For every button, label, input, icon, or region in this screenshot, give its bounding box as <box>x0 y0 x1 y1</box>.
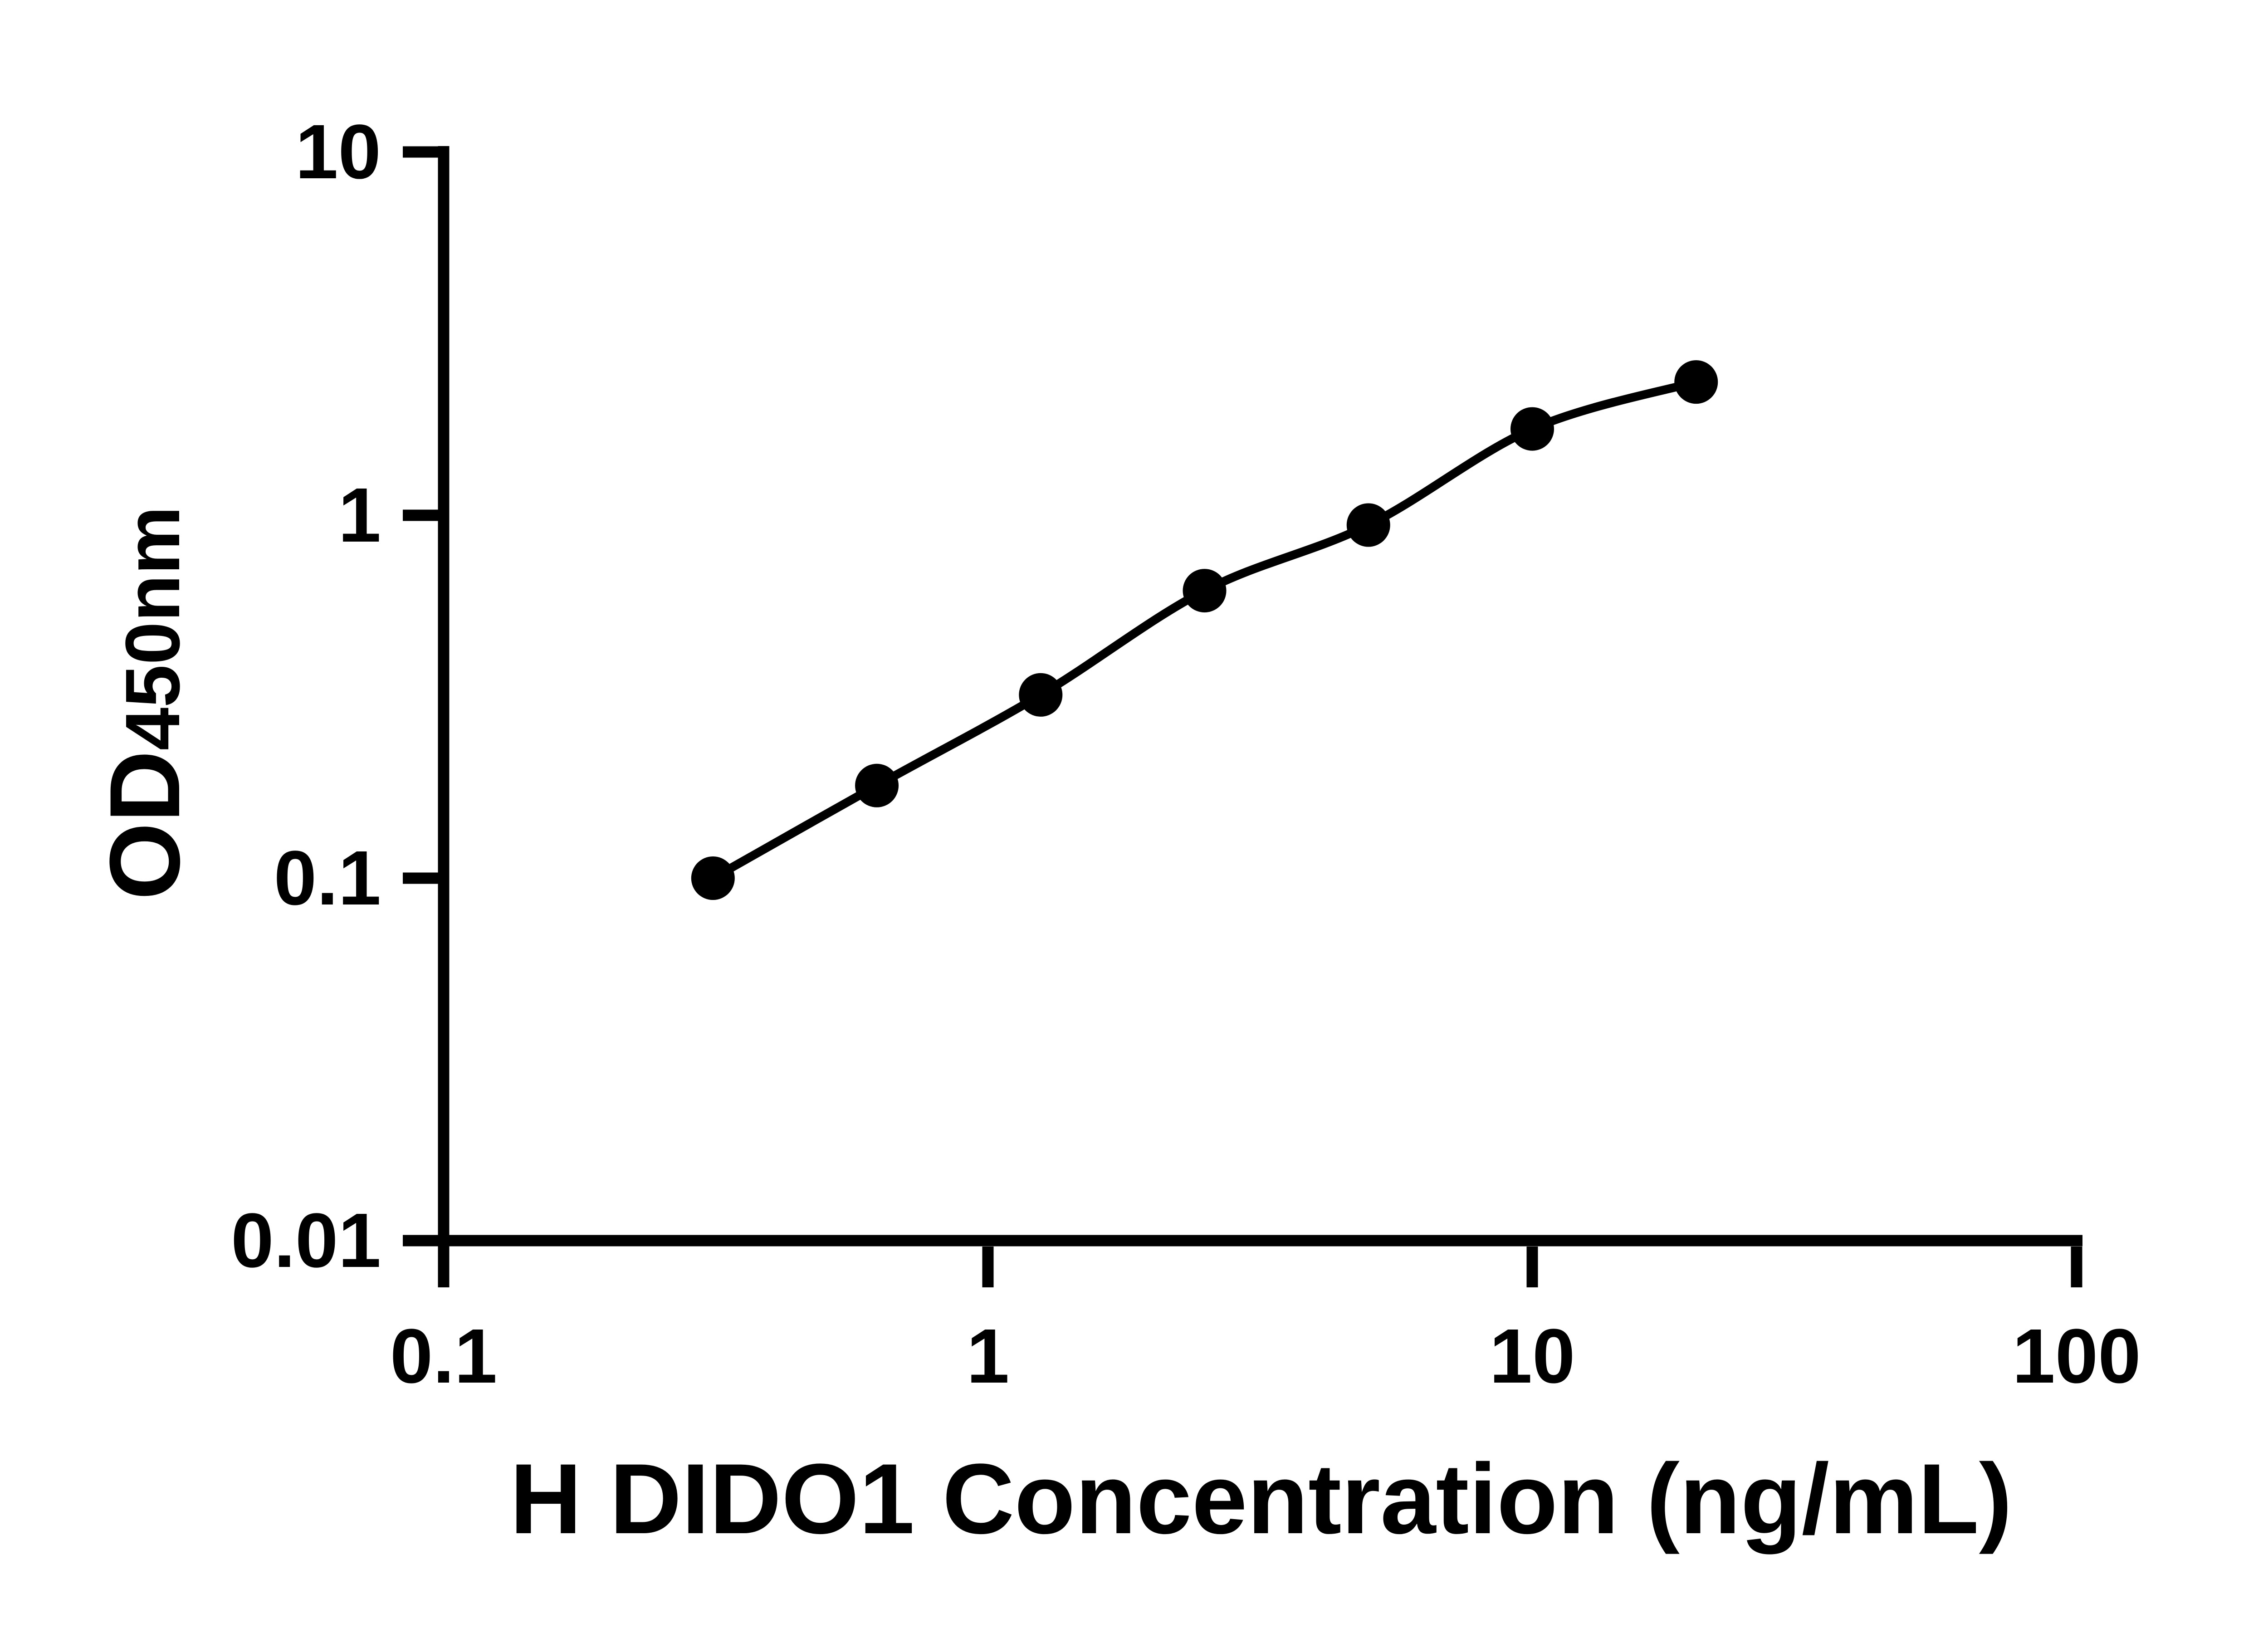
data-point <box>855 763 899 807</box>
data-point <box>691 856 735 900</box>
y-tick-label-0.1: 0.1 <box>274 835 381 921</box>
y-axis-title-main: OD <box>89 750 200 900</box>
x-tick-label-1: 1 <box>967 1313 1010 1399</box>
y-axis-tick-labels: 10 1 0.1 0.01 <box>231 109 381 1284</box>
x-axis-ticks <box>438 1247 2082 1287</box>
y-tick-label-10: 10 <box>295 109 381 195</box>
y-tick-label-0.01: 0.01 <box>231 1198 381 1284</box>
y-axis-ticks <box>403 146 444 1247</box>
y-axis-title-sub: 450nm <box>110 506 196 751</box>
x-tick-label-100: 100 <box>2012 1313 2141 1399</box>
data-point <box>1346 503 1390 547</box>
fit-curve <box>711 377 1697 882</box>
data-point <box>1510 407 1554 451</box>
y-tick-label-1: 1 <box>338 472 381 558</box>
x-axis-title: H DIDO1 Concentration (ng/mL) <box>510 1443 2012 1555</box>
data-point <box>1019 673 1063 717</box>
data-point <box>1674 360 1718 404</box>
data-series-layer <box>691 360 1718 900</box>
y-axis-title: OD450nm <box>89 506 200 900</box>
data-point <box>1183 569 1227 613</box>
x-axis-tick-labels: 0.1 1 10 100 <box>390 1313 2141 1399</box>
axes <box>438 146 2082 1247</box>
x-tick-label-10: 10 <box>1489 1313 1575 1399</box>
x-tick-label-0.1: 0.1 <box>390 1313 497 1399</box>
